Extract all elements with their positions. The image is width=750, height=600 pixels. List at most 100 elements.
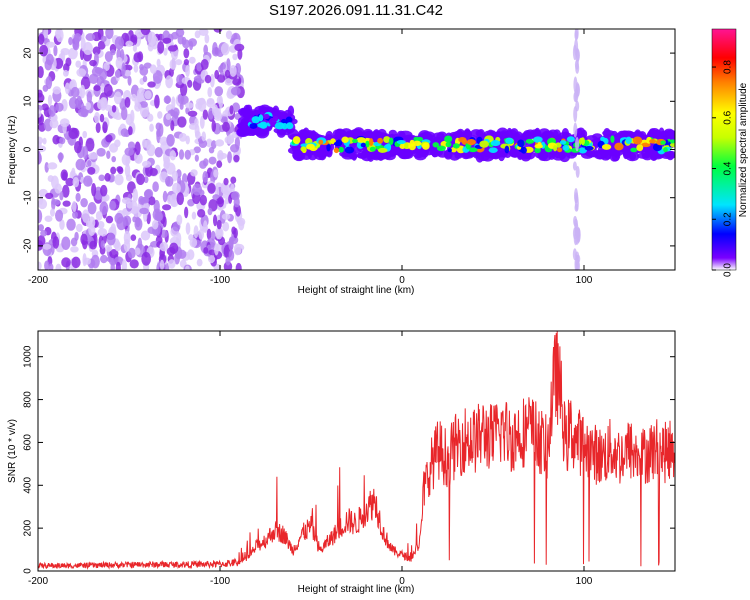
colorbar-tick-label: 0.6 <box>723 110 734 124</box>
spectrogram-noise-blob <box>38 33 45 45</box>
spectrogram-noise-blob <box>101 195 107 204</box>
spectrogram-noise-blob <box>214 243 219 256</box>
spectrogram-noise-blob <box>159 241 169 252</box>
spectrogram-noise-blob <box>176 74 184 85</box>
spectrogram-band-blob <box>559 140 567 145</box>
spectrogram-noise-blob <box>105 29 114 40</box>
spectrogram-band-blob <box>404 142 409 150</box>
spectrogram-noise-blob <box>202 170 209 183</box>
spectrogram-noise-blob <box>222 121 230 132</box>
spectrogram-noise-blob <box>233 154 240 163</box>
spectrogram-band-blob <box>517 139 525 148</box>
spectrogram-noise-blob <box>81 209 90 223</box>
spectrogram-noise-blob <box>215 139 225 147</box>
spectrogram-band-blob <box>533 136 543 143</box>
spectrogram-noise-blob <box>136 173 145 186</box>
colorbar-tick-label: 0.2 <box>723 212 734 226</box>
spectrogram-noise-blob <box>227 151 232 164</box>
spectrogram-noise-blob <box>76 68 87 77</box>
spectrogram-stripe-blob <box>575 136 580 152</box>
spectrogram-band-blob <box>368 138 374 147</box>
spectrogram-noise-blob <box>157 111 163 119</box>
spectrogram-noise-blob <box>68 127 78 140</box>
spectrogram-noise-blob <box>105 215 114 224</box>
spectrogram-noise-blob <box>222 221 230 232</box>
spectrogram-band-blob <box>318 139 324 145</box>
spectrogram-band-blob <box>562 144 570 151</box>
spectrogram-band-blob <box>272 115 279 122</box>
spectrogram-noise-blob <box>237 48 243 60</box>
spectrogram-noise-blob <box>202 109 209 120</box>
spectrogram-noise-blob <box>130 109 135 124</box>
spectrogram-noise-blob <box>127 247 136 259</box>
spectrogram-noise-blob <box>200 58 209 70</box>
spectrogram-noise-blob <box>91 182 97 197</box>
spectrogram-noise-blob <box>68 47 78 60</box>
spectrogram-band-halo <box>378 153 391 160</box>
spectrogram-noise-blob <box>211 120 217 133</box>
spectrogram-noise-blob <box>127 75 132 86</box>
x-tick-label: 0 <box>399 576 405 587</box>
spectrogram-noise-blob <box>72 177 80 188</box>
spectrogram-band-halo <box>449 152 461 161</box>
spectrogram-noise-blob <box>132 44 137 52</box>
spectrogram-noise-blob <box>101 97 108 109</box>
colorbar-tick-label: 0.4 <box>723 161 734 175</box>
x-tick-label: 100 <box>576 576 593 587</box>
x-tick-label: 100 <box>576 275 593 286</box>
spectrogram-noise-blob <box>162 190 168 203</box>
spectrogram-noise-blob <box>124 96 131 108</box>
spectrogram-noise-blob <box>171 96 176 110</box>
spectrogram-stripe-blob <box>575 254 580 270</box>
spectrogram-band-blob <box>300 146 307 152</box>
spectrogram-noise-blob <box>207 87 213 98</box>
spectrogram-noise-blob <box>114 69 121 78</box>
spectrogram-band-blob <box>610 135 615 143</box>
spectrogram-noise-blob <box>124 147 135 156</box>
spectrogram-noise-blob <box>185 135 190 145</box>
spectrogram-stripe-blob <box>575 165 580 178</box>
spectrogram-noise-blob <box>216 96 223 105</box>
spectrogram-noise-blob <box>80 84 86 99</box>
y-tick-label: 20 <box>23 47 34 59</box>
spectrogram-band-blob <box>285 122 294 130</box>
spectrogram-noise-blob <box>213 169 219 178</box>
spectrogram-noise-blob <box>140 29 151 36</box>
x-tick-label: -100 <box>210 576 230 587</box>
spectrogram-noise-blob <box>60 47 70 56</box>
spectrogram-noise-blob <box>231 226 237 235</box>
spectrogram-noise-blob <box>143 189 152 199</box>
spectrogram-band-blob <box>570 147 580 153</box>
spectrogram-band-blob <box>369 146 376 152</box>
spectrogram-noise-blob <box>199 115 205 129</box>
spectrogram-noise-blob <box>109 200 117 211</box>
spectrogram-noise-blob <box>179 102 184 110</box>
spectrogram-noise-blob <box>113 91 122 105</box>
spectrogram-noise-blob <box>214 69 220 80</box>
spectrogram-x-ticks: -200 -100 0 100 <box>28 29 593 286</box>
spectrogram-noise-blob <box>58 152 63 163</box>
spectrogram-noise-blob <box>120 128 129 137</box>
spectrogram-noise-blob <box>134 102 142 112</box>
spectrogram-noise-blob <box>142 160 152 168</box>
snr-y-label: SNR (10 * v/v) <box>7 419 18 483</box>
spectrogram-noise-blob <box>111 155 117 163</box>
spectrogram-noise-blob <box>185 222 191 235</box>
spectrogram-noise-blob <box>103 62 110 71</box>
spectrogram-noise-blob <box>121 259 128 270</box>
spectrogram-band-blob <box>249 122 258 129</box>
spectrogram-noise-blob <box>139 207 149 215</box>
spectrogram-noise-blob <box>234 43 245 52</box>
spectrogram-noise-blob <box>147 81 156 88</box>
spectrogram-noise-blob <box>178 132 187 142</box>
spectrogram-noise-blob <box>178 149 185 160</box>
spectrogram-noise-blob <box>62 69 69 77</box>
snr-panel: -200 -100 0 100 0 200 400 600 800 1000 Height of… <box>7 330 676 595</box>
spectrogram-band-blob <box>377 147 388 153</box>
colorbar: 0.0 0.2 0.4 0.6 0.8 Normalized spectral ampl… <box>711 28 749 277</box>
spectrogram-noise-blob <box>85 33 96 42</box>
spectrogram-noise-blob <box>87 167 96 175</box>
spectrogram-noise-blob <box>123 230 131 245</box>
spectrogram-band-blob <box>408 143 416 151</box>
